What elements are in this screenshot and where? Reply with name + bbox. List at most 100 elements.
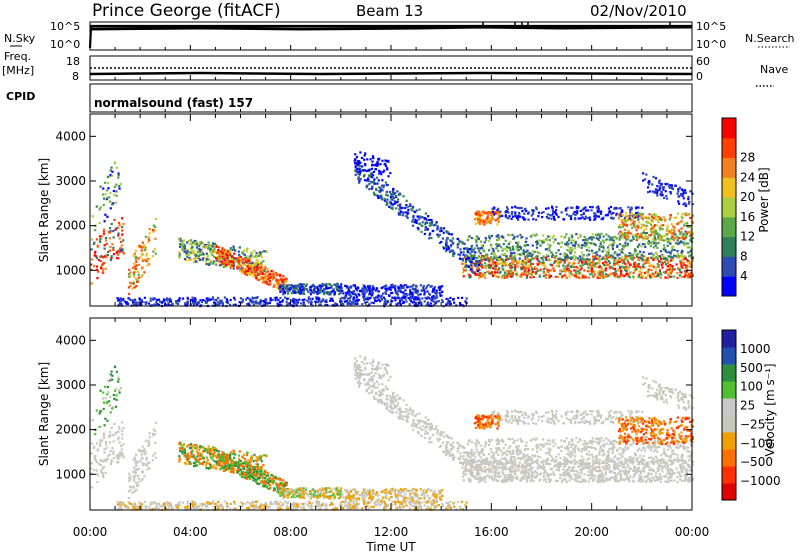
power-echo: [108, 227, 112, 230]
velocity-echo: [136, 482, 139, 485]
power-echo: [92, 242, 96, 246]
power-echo: [469, 266, 472, 269]
power-echo: [595, 255, 598, 258]
power-echo: [290, 284, 293, 287]
power-echo: [654, 244, 657, 247]
power-echo: [633, 214, 636, 218]
power-echo: [401, 286, 404, 289]
velocity-echo: [121, 452, 124, 455]
power-echo: [99, 185, 102, 188]
power-echo: [669, 263, 672, 267]
colorbar-swatch: [722, 276, 736, 297]
power-echo: [664, 238, 668, 242]
power-echo: [636, 255, 639, 258]
power-echo: [249, 268, 252, 271]
station-title: Prince George (fitACF): [92, 1, 281, 21]
power-echo: [544, 207, 548, 210]
power-echo: [557, 263, 560, 266]
power-echo: [646, 257, 649, 260]
power-echo: [402, 295, 405, 298]
power-echo: [535, 239, 539, 243]
power-echo: [286, 288, 289, 291]
power-echo: [298, 286, 301, 290]
power-echo: [478, 273, 481, 276]
power-echo: [671, 267, 674, 270]
power-echo: [286, 303, 289, 306]
power-echo: [141, 241, 144, 244]
power-echo: [624, 212, 628, 215]
velocity-echo: [109, 395, 112, 399]
power-echo: [622, 246, 625, 250]
velocity-echo: [141, 470, 144, 473]
power-echo: [639, 226, 642, 230]
power-echo: [389, 288, 392, 291]
power-echo: [279, 283, 282, 286]
power-echo: [466, 249, 470, 252]
power-echo: [670, 250, 673, 253]
power-echo: [99, 259, 102, 263]
power-echo: [535, 267, 539, 270]
power-echo: [355, 170, 358, 173]
power-echo: [668, 230, 671, 233]
power-echo: [615, 212, 618, 215]
power-echo: [396, 304, 399, 307]
power-echo: [632, 253, 635, 256]
power-echo: [630, 223, 633, 226]
power-echo: [600, 268, 603, 272]
power-echo: [464, 260, 468, 263]
power-echo: [194, 254, 197, 257]
power-echo: [566, 258, 569, 262]
power-echo: [213, 256, 216, 259]
power-echo: [660, 238, 663, 242]
colorbar-swatch: [722, 137, 736, 159]
power-echo: [313, 289, 316, 293]
power-echo: [371, 289, 374, 292]
power-echo: [616, 261, 619, 264]
power-echo: [109, 207, 112, 210]
power-echo: [425, 304, 428, 307]
power-echo: [378, 172, 381, 175]
power-echo: [231, 266, 234, 269]
power-echo: [438, 230, 442, 233]
velocity-echo: [117, 376, 120, 379]
power-echo: [622, 261, 625, 264]
velocity-echo: [134, 469, 137, 472]
power-echo: [596, 237, 599, 241]
velocity-echo: [154, 429, 157, 433]
power-echo: [517, 260, 520, 263]
power-echo: [677, 267, 680, 270]
power-echo: [489, 265, 492, 268]
power-echo: [484, 258, 487, 262]
power-echo: [424, 212, 427, 215]
power-echo: [571, 262, 574, 265]
power-echo: [306, 299, 309, 302]
power-echo: [624, 219, 627, 222]
power-echo: [397, 302, 400, 305]
power-echo: [115, 194, 118, 197]
power-echo: [544, 273, 548, 277]
power-echo: [178, 256, 181, 259]
power-echo: [583, 274, 586, 278]
velocity-echo: [106, 393, 109, 396]
power-echo: [270, 269, 273, 273]
power-echo: [106, 250, 110, 254]
power-echo: [368, 187, 371, 191]
power-echo: [640, 245, 643, 248]
power-echo: [669, 231, 672, 234]
power-echo: [542, 262, 546, 266]
power-echo: [429, 303, 432, 307]
power-echo: [674, 184, 677, 187]
power-echo: [662, 248, 665, 251]
power-echo: [637, 212, 640, 216]
power-echo: [516, 261, 519, 264]
power-echo: [508, 257, 511, 260]
power-echo: [247, 303, 250, 306]
y-tick-label: 2000: [55, 219, 86, 233]
velocity-echo: [135, 488, 138, 491]
power-echo: [224, 255, 228, 258]
power-echo: [133, 301, 136, 304]
power-echo: [495, 275, 498, 278]
velocity-echo: [102, 460, 105, 463]
power-echo: [423, 232, 426, 236]
power-echo: [451, 237, 455, 240]
